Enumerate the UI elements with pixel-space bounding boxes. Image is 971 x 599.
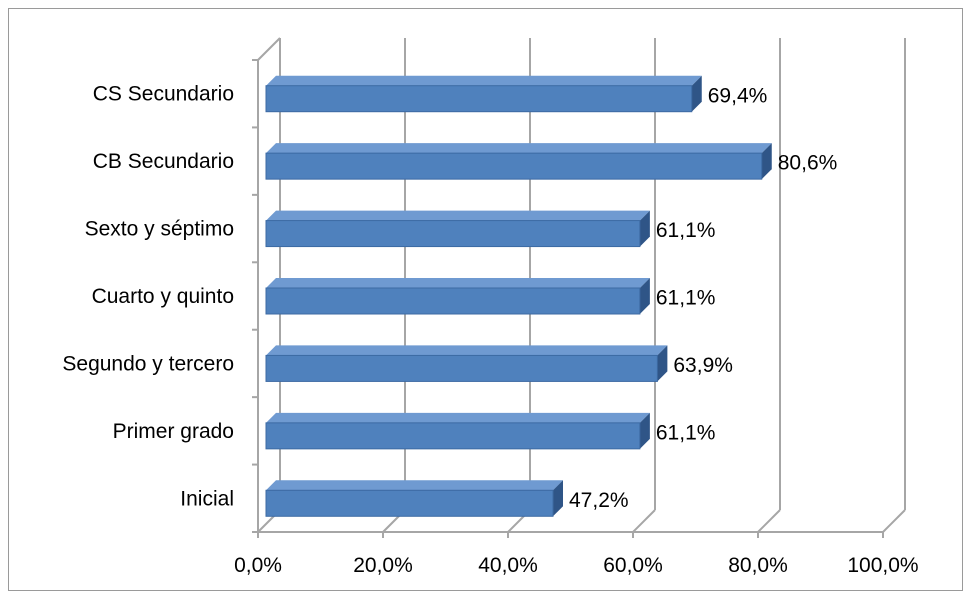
category-label-4: Sexto y séptimo: [85, 218, 234, 241]
bar-side-1: [639, 412, 650, 449]
bar-top-6: [266, 75, 702, 86]
category-label-3: Cuarto y quinto: [92, 285, 234, 308]
x-tick-label-2: 40,0%: [478, 554, 538, 577]
left-wall-top: [257, 37, 281, 61]
bar-side-0: [553, 480, 563, 517]
bar-3: [265, 287, 641, 315]
value-label-1: 61,1%: [656, 421, 716, 444]
floor-line-4: [757, 509, 781, 533]
bar-top-4: [266, 210, 650, 221]
bar-4: [265, 220, 641, 248]
value-label-0: 47,2%: [569, 489, 629, 512]
bar-side-4: [639, 210, 650, 247]
bar-1: [265, 422, 641, 450]
bar-side-3: [639, 278, 650, 314]
bar-top-5: [266, 143, 772, 154]
category-label-2: Segundo y tercero: [62, 352, 234, 375]
x-tick-label-3: 60,0%: [603, 554, 663, 577]
bar-top-2: [266, 345, 668, 356]
x-tick-label-0: 0,0%: [234, 554, 282, 577]
value-label-4: 61,1%: [656, 219, 716, 242]
bar-side-2: [657, 345, 668, 382]
category-label-6: CS Secundario: [93, 83, 234, 106]
x-tick-label-4: 80,0%: [728, 554, 788, 577]
bar-top-3: [266, 278, 650, 288]
floor-line-5: [882, 509, 906, 533]
value-label-2: 63,9%: [673, 354, 733, 377]
bar-0: [265, 489, 554, 517]
bar-6: [265, 85, 693, 113]
x-tick-label-1: 20,0%: [353, 554, 413, 577]
floor-line-3: [632, 509, 656, 533]
category-label-1: Primer grado: [113, 420, 234, 443]
bar-side-6: [691, 75, 702, 112]
x-tick-label-5: 100,0%: [847, 554, 918, 577]
bar-side-5: [761, 143, 772, 180]
bar-top-1: [266, 412, 650, 423]
value-label-6: 69,4%: [708, 84, 768, 107]
category-label-0: Inicial: [180, 487, 234, 510]
value-label-3: 61,1%: [656, 287, 716, 310]
bar-2: [265, 354, 658, 382]
bar-top-0: [266, 480, 563, 491]
category-label-5: CB Secundario: [93, 150, 234, 173]
bar-5: [265, 152, 763, 180]
value-label-5: 80,6%: [778, 152, 838, 175]
